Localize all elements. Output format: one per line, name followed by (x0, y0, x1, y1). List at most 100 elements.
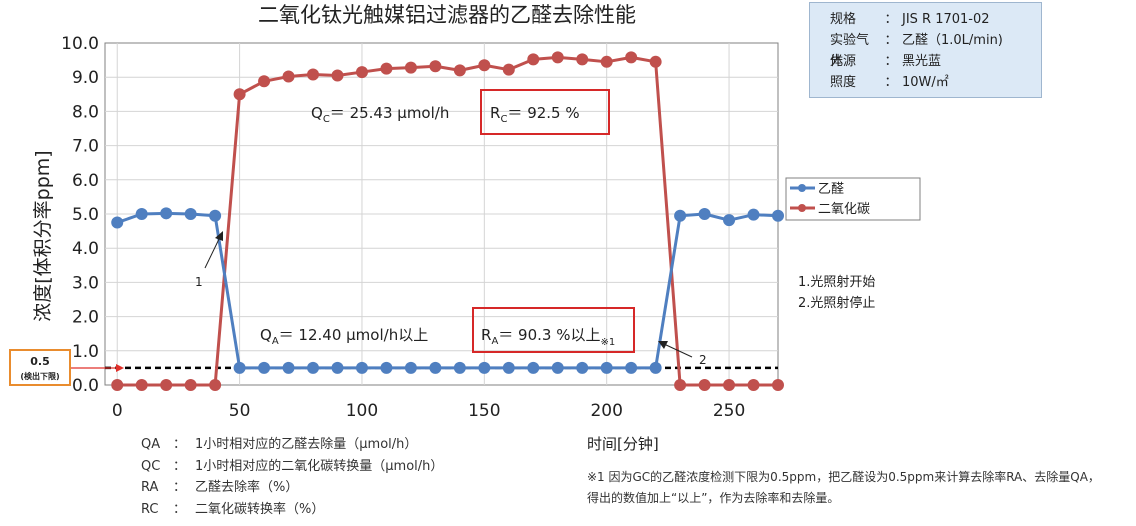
side-note-2: 2.光照射停止 (798, 296, 876, 311)
data-point-acetaldehyde (772, 209, 784, 222)
info-colon: ： (884, 12, 898, 27)
definition-colon: ： (173, 437, 187, 452)
y-tick-label: 0.0 (72, 376, 99, 396)
info-row-gas: 实验气体 ： 乙醛（1.0L/min) (830, 30, 1041, 69)
pointer-1-line (204, 236, 221, 269)
x-tick-label: 50 (229, 401, 251, 421)
x-tick-label: 100 (346, 401, 378, 421)
side-note-1: 1.光照射开始 (798, 275, 876, 290)
data-point-co2 (307, 68, 320, 81)
y-tick-labels: 0.0 1.0 2.0 3.0 4.0 5.0 6.0 7.0 8.0 9.0 10.0 (61, 34, 99, 396)
definition-qc: QC ： 1小时相对应的二氧化碳转换量（μmol/h） (141, 456, 443, 478)
data-point-acetaldehyde (723, 214, 736, 227)
data-point-acetaldehyde (600, 361, 613, 374)
data-point-acetaldehyde (233, 361, 246, 374)
data-point-co2 (772, 379, 784, 391)
data-point-acetaldehyde (135, 208, 148, 220)
data-point-acetaldehyde (404, 361, 417, 374)
data-point-co2 (527, 53, 540, 66)
y-tick-label: 6.0 (72, 171, 99, 191)
data-point-acetaldehyde (649, 361, 662, 374)
info-value: JIS R 1701-02 (902, 12, 990, 27)
x-tick-label: 0 (112, 401, 123, 421)
data-point-acetaldehyde (307, 361, 320, 374)
definition-qa: QA ： 1小时相对应的乙醛去除量（μmol/h） (141, 434, 443, 456)
test-conditions-box: 规格 ： JIS R 1701-02 实验气体 ： 乙醛（1.0L/min) 光… (809, 2, 1042, 98)
x-tick-labels: 0 50 100 150 200 250 (112, 401, 745, 421)
series-line-co2 (117, 55, 778, 387)
data-point-co2 (625, 51, 638, 64)
definition-rc: RC ： 二氧化碳转换率（%） (141, 499, 443, 521)
data-point-acetaldehyde (380, 361, 393, 374)
definition-colon: ： (173, 501, 187, 517)
data-point-acetaldehyde (429, 361, 442, 374)
data-point-co2 (551, 51, 564, 64)
legend: 乙醛 二氧化碳 (785, 177, 921, 221)
data-point-acetaldehyde (282, 361, 295, 374)
data-point-co2 (453, 64, 466, 77)
series-group (111, 51, 784, 391)
data-point-co2 (502, 63, 515, 76)
data-point-acetaldehyde (674, 209, 687, 222)
qa-annotation: QA＝ 12.40 μmol/h以上 (260, 326, 428, 347)
side-notes: 1.光照射开始 2.光照射停止 (798, 272, 875, 314)
definition-value: 1小时相对应的二氧化碳转换量（μmol/h） (195, 458, 444, 474)
y-tick-label: 5.0 (72, 205, 99, 225)
data-point-acetaldehyde (209, 209, 222, 222)
definition-colon: ： (173, 458, 187, 474)
definition-ra: RA ： 乙醛去除率（%） (141, 477, 443, 499)
y-tick-label: 10.0 (61, 34, 99, 54)
definition-key: RC (141, 501, 159, 517)
info-key: 实验气体 (830, 33, 870, 69)
pointer-2-line (663, 343, 693, 358)
info-key: 光源 (830, 54, 857, 69)
ra-annotation-box (472, 307, 635, 353)
y-tick-label: 1.0 (72, 342, 99, 362)
y-tick-label: 4.0 (72, 239, 99, 259)
data-point-co2 (233, 88, 246, 101)
info-value: 黑光蓝 (902, 54, 942, 69)
data-point-co2 (576, 53, 589, 66)
pointer-2-arrowhead (658, 341, 668, 349)
data-point-acetaldehyde (576, 361, 589, 374)
definition-colon: ： (173, 480, 187, 495)
definitions: QA ： 1小时相对应的乙醛去除量（μmol/h） QC ： 1小时相对应的二氧… (141, 434, 443, 520)
chart-title: 二氧化钛光触媒铝过滤器的乙醛去除性能 (258, 3, 636, 27)
y-tick-label: 8.0 (72, 102, 99, 122)
info-key: 照度 (830, 75, 857, 90)
footnote: ※1 因为GC的乙醛浓度检测下限为0.5ppm，把乙醛设为0.5ppm来计算去除… (587, 470, 1100, 505)
data-point-co2 (258, 75, 271, 88)
definition-key: QC (141, 458, 161, 474)
data-point-co2 (674, 379, 687, 391)
rc-annotation-box (480, 89, 610, 135)
data-point-acetaldehyde (331, 361, 344, 374)
definition-value: 二氧化碳转换率（%） (195, 501, 325, 517)
data-point-acetaldehyde (111, 216, 124, 229)
data-point-acetaldehyde (258, 361, 271, 374)
y-tick-label: 9.0 (72, 68, 99, 88)
data-point-acetaldehyde (355, 361, 368, 374)
data-point-co2 (160, 379, 173, 391)
definition-value: 乙醛去除率（%） (195, 480, 299, 495)
info-colon: ： (884, 54, 898, 69)
definition-key: RA (141, 480, 159, 495)
data-point-co2 (649, 55, 662, 68)
data-point-co2 (209, 379, 222, 391)
data-point-acetaldehyde (160, 207, 173, 220)
definition-value: 1小时相对应的乙醛去除量（μmol/h） (195, 437, 418, 452)
x-tick-label: 200 (590, 401, 622, 421)
data-point-co2 (331, 69, 344, 82)
detection-limit-box (9, 349, 71, 386)
x-tick-label: 250 (713, 401, 745, 421)
info-value: 10W/㎡ (902, 75, 949, 90)
pointer-1-label: 1 (195, 275, 203, 289)
detection-limit-note: (検出下限) (20, 371, 59, 381)
info-key: 规格 (830, 12, 857, 27)
detection-limit-arrowhead (116, 364, 124, 372)
data-point-co2 (111, 379, 124, 391)
data-point-co2 (380, 62, 393, 75)
qc-annotation: QC＝ 25.43 μmol/h (311, 104, 449, 125)
data-point-co2 (747, 379, 760, 391)
data-point-co2 (429, 60, 442, 73)
legend-co2-label: 二氧化碳 (818, 202, 870, 217)
